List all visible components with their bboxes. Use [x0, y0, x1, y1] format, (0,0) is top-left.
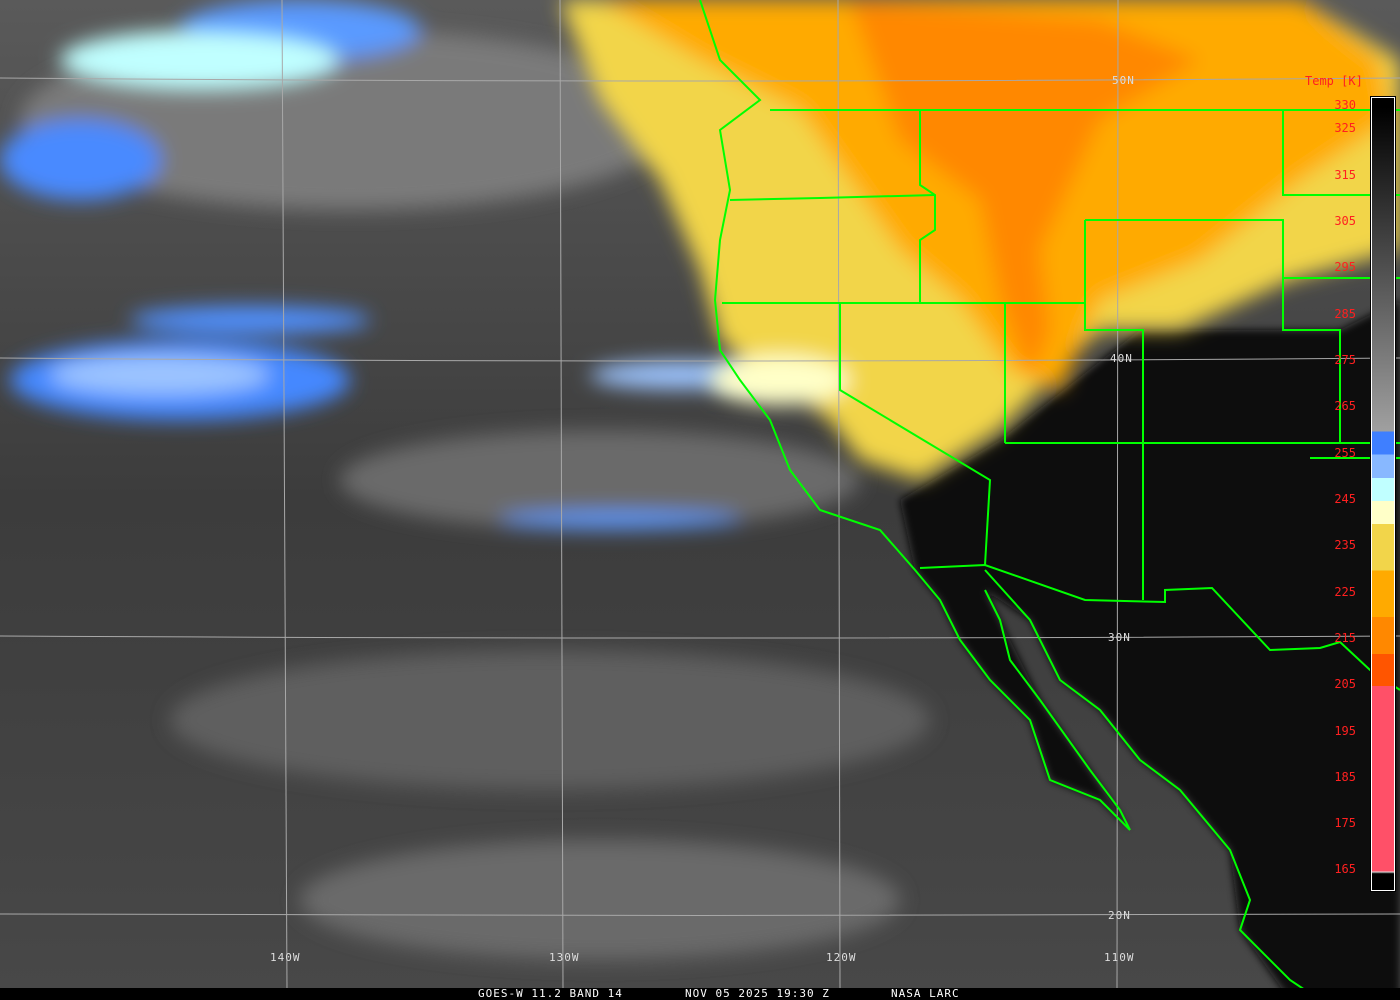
border-ut-south — [1084, 220, 1144, 600]
colorbar-tick-label: 245 — [1334, 491, 1356, 506]
land-warm-dark — [900, 300, 1400, 1000]
grid-line-30n — [0, 635, 1400, 639]
border-ca-nv — [839, 303, 992, 566]
lon-label-120w: 120W — [826, 951, 857, 964]
grid-line-120w — [837, 0, 841, 991]
colorbar-tick-label: 295 — [1334, 260, 1356, 275]
caption-bar: GOES-W 11.2 BAND 14 NOV 05 2025 19:30 Z … — [0, 988, 1400, 1000]
cold-cloud-tops — [60, 0, 1400, 480]
colorbar-tick-label: 205 — [1334, 677, 1356, 692]
colorbar-tick-label: 175 — [1334, 816, 1356, 831]
lat-label-20n: 20N — [1108, 909, 1131, 922]
colorbar-tick-label: 330 — [1334, 98, 1356, 113]
colorbar-tick-label: 265 — [1334, 399, 1356, 414]
political-borders — [699, 0, 1400, 1000]
colorbar-tick-label: 165 — [1334, 862, 1356, 877]
colorbar-tick-label: 275 — [1334, 353, 1356, 367]
colorbar-tick-label: 225 — [1334, 584, 1356, 599]
border-mt-wy — [1282, 110, 1400, 196]
colorbar-tick-label: 215 — [1334, 630, 1356, 645]
legend-title: Temp [K] — [1305, 74, 1363, 88]
lat-label-50n: 50N — [1112, 74, 1135, 87]
colorbar-tick-label: 195 — [1334, 723, 1356, 738]
border-id — [919, 110, 936, 303]
border-ut — [1085, 219, 1341, 443]
lon-label-110w: 110W — [1104, 951, 1135, 964]
grid-line-20n — [0, 913, 1400, 916]
lon-label-130w: 130W — [549, 951, 580, 964]
coastline-gulf-east — [984, 569, 1321, 1000]
caption-source: NASA LARC — [891, 987, 960, 1000]
colorbar-tick-label: 305 — [1334, 214, 1356, 229]
colorbar-tick-label: 285 — [1334, 306, 1356, 321]
lat-label-40n: 40N — [1110, 352, 1133, 365]
coastline-west — [699, 0, 1131, 831]
temperature-colorbar — [1370, 96, 1396, 892]
colorbar-tick-label: 325 — [1334, 121, 1356, 136]
colorbar-tick-label: 315 — [1334, 167, 1356, 182]
colorbar-tick-label: 255 — [1334, 445, 1356, 460]
lat-label-30n: 30N — [1108, 631, 1131, 644]
grid-line-40n — [0, 357, 1400, 362]
grid-line-130w — [559, 0, 564, 991]
cloud-layers — [0, 0, 930, 960]
lon-label-140w: 140W — [270, 951, 301, 964]
grid-line-110w — [1116, 0, 1119, 991]
caption-datetime: NOV 05 2025 19:30 Z — [685, 987, 830, 1000]
grid-line-140w — [281, 0, 288, 991]
border-wa-or — [729, 194, 936, 201]
caption-satellite: GOES-W 11.2 BAND 14 — [478, 987, 623, 1000]
us-mexico-border — [919, 563, 1400, 691]
colorbar-tick-label: 185 — [1334, 769, 1356, 784]
grid-line-50n — [0, 77, 1400, 82]
colorbar-tick-label: 235 — [1334, 538, 1356, 553]
